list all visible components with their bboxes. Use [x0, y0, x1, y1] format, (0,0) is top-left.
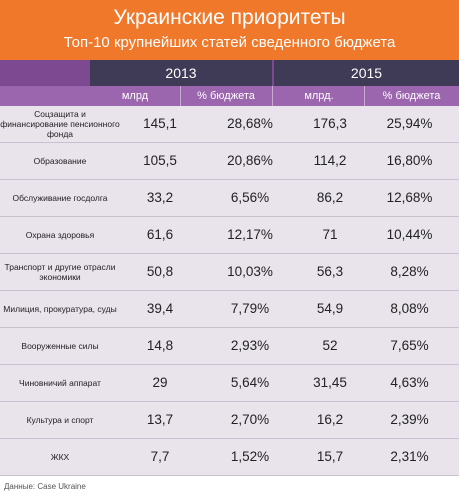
row-label: Культура и спорт: [26, 415, 94, 425]
header-spacer: [0, 60, 88, 86]
value-pct-2015: 7,65%: [390, 338, 429, 353]
value-pct-2013: 6,56%: [230, 190, 270, 205]
value-bln-2015: 71: [322, 227, 338, 242]
subheader-divider: [272, 86, 273, 106]
value-pct-2015: 12,68%: [386, 190, 433, 205]
table-row: Образование 105,5 20,86% 114,2 16,80%: [0, 143, 459, 180]
table-row: Милиция, прокуратура, суды 39,4 7,79% 54,9 8…: [0, 291, 459, 328]
value-bln-2013: 145,1: [143, 116, 177, 131]
subheader-bln-2013: млрд: [121, 90, 149, 102]
value-pct-2015: 10,44%: [386, 227, 433, 242]
row-label: ЖКХ: [50, 452, 70, 462]
subheader-pct-2013: % бюджета: [197, 90, 255, 102]
page-title: Украинские приоритеты: [113, 6, 346, 29]
value-bln-2015: 31,45: [313, 375, 347, 390]
row-label: Охрана здоровья: [25, 230, 95, 240]
value-pct-2013: 1,52%: [230, 449, 270, 464]
value-bln-2015: 52: [322, 338, 338, 353]
value-bln-2015: 86,2: [316, 190, 344, 205]
table-row: Соцзащита и финансирование пенсионного ф…: [0, 106, 459, 143]
value-bln-2015: 54,9: [316, 301, 344, 316]
value-bln-2013: 39,4: [146, 301, 174, 316]
value-bln-2013: 29: [152, 375, 168, 390]
value-pct-2013: 5,64%: [230, 375, 270, 390]
value-bln-2013: 105,5: [143, 153, 177, 168]
row-label: Вооруженные силы: [21, 341, 99, 351]
value-pct-2015: 2,31%: [390, 449, 429, 464]
value-bln-2015: 56,3: [316, 264, 344, 279]
year-header-row: 2013 2015: [0, 60, 459, 86]
row-label: Соцзащита и финансирование пенсионного ф…: [0, 109, 120, 139]
row-label: Обслуживание госдолга: [12, 193, 108, 203]
table-row: Культура и спорт 13,7 2,70% 16,2 2,39%: [0, 402, 459, 439]
value-pct-2013: 10,03%: [227, 264, 273, 279]
subheader-spacer: [0, 86, 88, 106]
row-label: Образование: [33, 156, 87, 166]
value-bln-2013: 14,8: [146, 338, 174, 353]
subheader-bln-2015: млрд.: [304, 90, 334, 102]
subheader-divider: [364, 86, 365, 106]
value-pct-2015: 8,08%: [390, 301, 429, 316]
value-bln-2013: 33,2: [146, 190, 174, 205]
table-row: ЖКХ 7,7 1,52% 15,7 2,31%: [0, 439, 459, 476]
row-label: Чиновничий аппарат: [19, 378, 101, 388]
value-pct-2015: 8,28%: [390, 264, 429, 279]
row-label: Милиция, прокуратура, суды: [3, 304, 117, 314]
table-row: Вооруженные силы 14,8 2,93% 52 7,65%: [0, 328, 459, 365]
year-2013-header: 2013: [90, 60, 272, 86]
subheader-pct-2015: % бюджета: [382, 90, 441, 102]
value-pct-2013: 2,70%: [230, 412, 270, 427]
page-subtitle: Топ-10 крупнейших статей сведенного бюдж…: [63, 34, 396, 51]
value-pct-2015: 4,63%: [390, 375, 429, 390]
title-banner: Украинские приоритеты Топ-10 крупнейших …: [0, 0, 459, 60]
source-note: Данные: Case Ukraine: [4, 482, 86, 491]
value-bln-2015: 16,2: [316, 412, 344, 427]
subheader-divider: [180, 86, 181, 106]
value-bln-2015: 15,7: [316, 449, 344, 464]
value-pct-2013: 2,93%: [230, 338, 270, 353]
value-pct-2015: 25,94%: [386, 116, 433, 131]
year-2015-header: 2015: [274, 60, 459, 86]
table-row: Охрана здоровья 61,6 12,17% 71 10,44%: [0, 217, 459, 254]
table-row: Транспорт и другие отрасли экономики 50,8…: [0, 254, 459, 291]
subheader-row: млрд % бюджета млрд. % бюджета: [0, 86, 459, 106]
value-pct-2015: 2,39%: [390, 412, 429, 427]
budget-table: 2013 2015 млрд % бюджета млрд. % бюджета…: [0, 60, 459, 476]
table-row: Чиновничий аппарат 29 5,64% 31,45 4,63%: [0, 365, 459, 402]
value-bln-2013: 61,6: [146, 227, 174, 242]
value-bln-2013: 7,7: [150, 449, 170, 464]
value-bln-2013: 50,8: [146, 264, 174, 279]
value-pct-2015: 16,80%: [386, 153, 433, 168]
table-row: Обслуживание госдолга 33,2 6,56% 86,2 12,68%: [0, 180, 459, 217]
row-label: Транспорт и другие отрасли экономики: [4, 262, 116, 282]
value-pct-2013: 12,17%: [227, 227, 273, 242]
value-bln-2013: 13,7: [146, 412, 174, 427]
value-bln-2015: 176,3: [313, 116, 347, 131]
value-pct-2013: 28,68%: [227, 116, 273, 131]
value-pct-2013: 7,79%: [230, 301, 270, 316]
value-bln-2015: 114,2: [313, 153, 347, 168]
value-pct-2013: 20,86%: [227, 153, 273, 168]
